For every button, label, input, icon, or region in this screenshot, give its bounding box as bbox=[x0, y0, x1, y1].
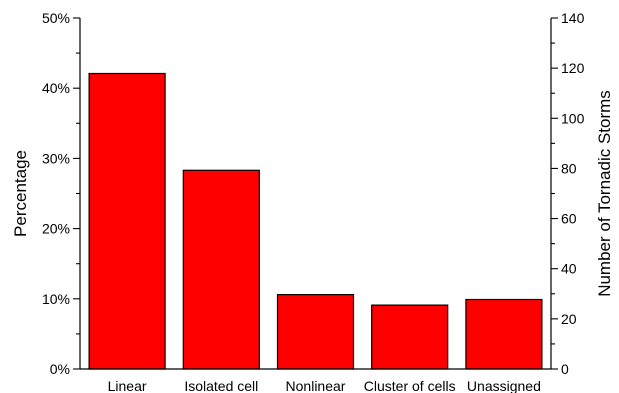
y-right-tick-label: 80 bbox=[561, 160, 577, 176]
y-right-tick-label: 20 bbox=[561, 311, 577, 327]
y-left-tick-label: 40% bbox=[42, 80, 70, 96]
bar-nonlinear bbox=[276, 294, 355, 370]
y-right-tick-label: 140 bbox=[561, 10, 585, 26]
y-left-tick-label: 20% bbox=[42, 221, 70, 237]
y-left-tick-label: 0% bbox=[50, 361, 70, 377]
y-right-tick-label: 40 bbox=[561, 261, 577, 277]
category-label: Unassigned bbox=[467, 378, 541, 393]
bar-cluster-of-cells bbox=[371, 304, 449, 370]
y-left-tick-label: 30% bbox=[42, 150, 70, 166]
y-axis-right-ticks: 0 20 40 60 80 100 120 140 bbox=[551, 10, 585, 377]
bar-linear bbox=[88, 72, 166, 370]
category-label: Linear bbox=[108, 378, 147, 393]
category-label: Nonlinear bbox=[286, 378, 346, 393]
category-label: Cluster of cells bbox=[364, 378, 456, 393]
bar-unassigned bbox=[465, 298, 543, 370]
y-axis-left-ticks: 0% 10% 20% 30% 40% 50% bbox=[42, 10, 80, 377]
bars bbox=[88, 72, 543, 370]
y-right-tick-label: 60 bbox=[561, 211, 577, 227]
y-right-tick-label: 0 bbox=[561, 361, 569, 377]
bar-isolated-cell bbox=[182, 169, 260, 370]
y-axis-right-title: Number of Tornadic Storms bbox=[595, 90, 614, 297]
x-axis-category-labels: Linear Isolated cell Nonlinear Cluster of c… bbox=[108, 378, 541, 393]
y-right-tick-label: 100 bbox=[561, 110, 585, 126]
category-label: Isolated cell bbox=[184, 378, 258, 393]
y-axis-left-title: Percentage bbox=[11, 150, 30, 237]
y-right-tick-label: 120 bbox=[561, 60, 585, 76]
y-left-tick-label: 10% bbox=[42, 291, 70, 307]
y-left-tick-label: 50% bbox=[42, 10, 70, 26]
